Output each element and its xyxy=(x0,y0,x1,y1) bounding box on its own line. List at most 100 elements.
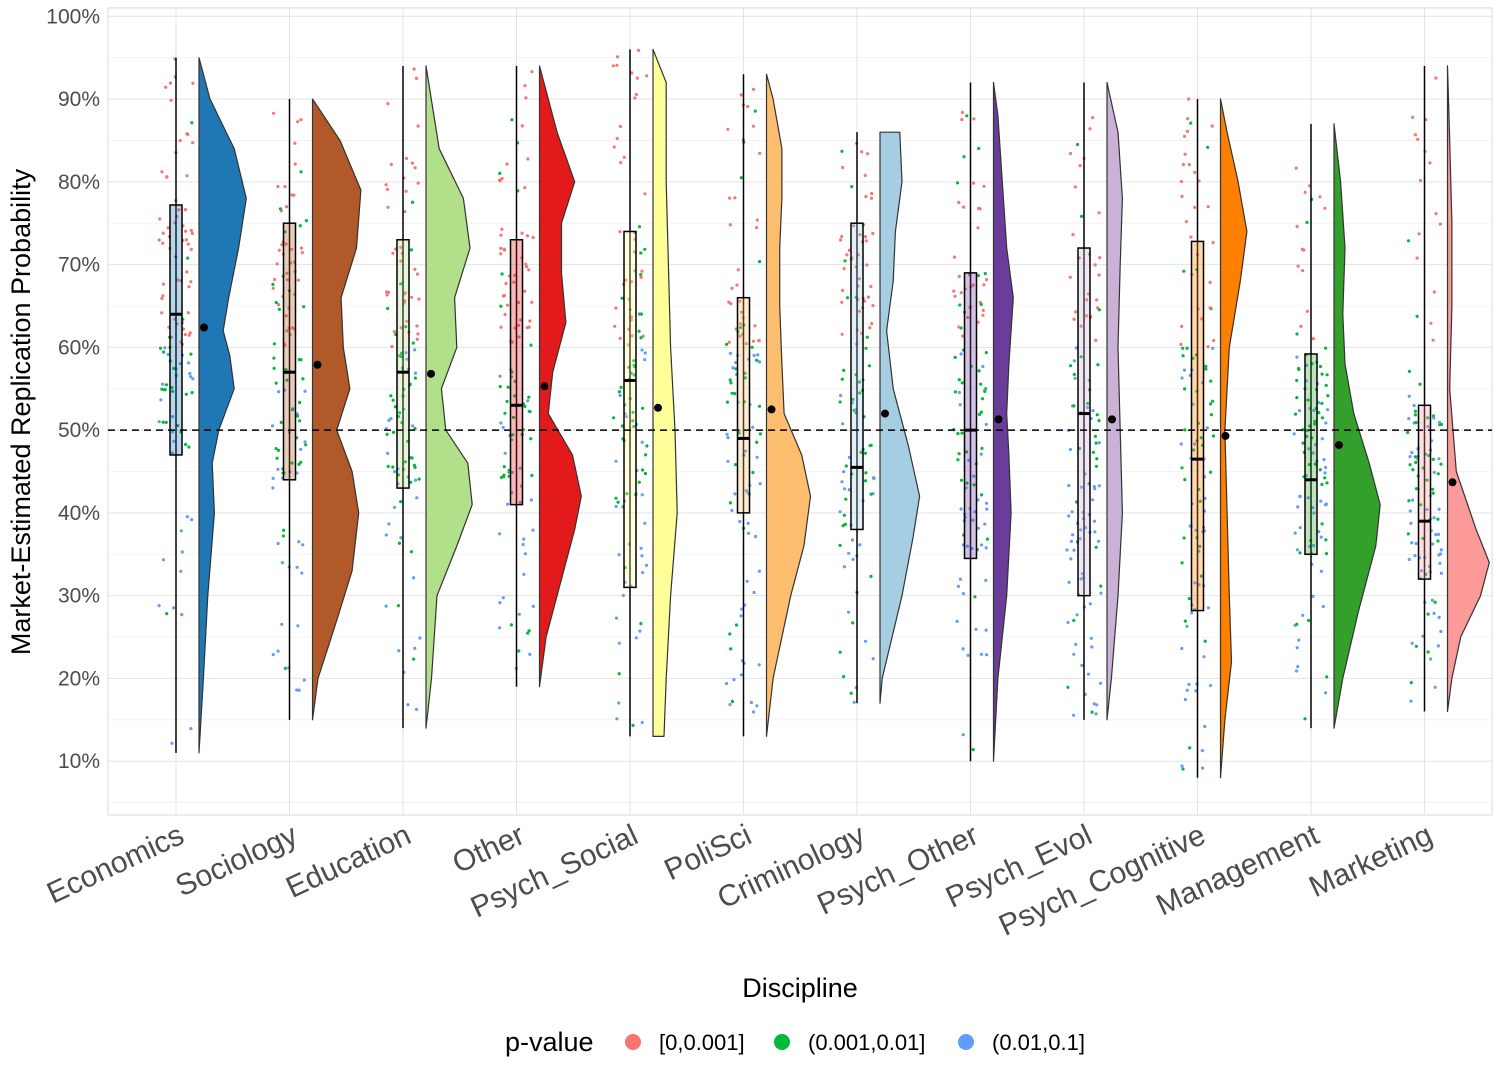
raw-point xyxy=(751,124,756,128)
raw-point xyxy=(1311,451,1315,455)
raw-point xyxy=(755,455,759,459)
raw-point xyxy=(1179,179,1183,184)
raw-point xyxy=(965,481,969,485)
raw-point xyxy=(953,390,958,394)
box xyxy=(850,222,864,531)
raw-point xyxy=(1072,652,1076,656)
raw-point xyxy=(1070,510,1074,514)
raw-point xyxy=(728,351,733,355)
raw-point xyxy=(1295,622,1299,626)
raw-point xyxy=(396,604,400,608)
raw-point xyxy=(1091,116,1095,120)
raw-point xyxy=(1065,548,1069,552)
raw-point xyxy=(1085,298,1089,302)
raw-point xyxy=(527,409,531,413)
raw-point xyxy=(985,278,989,282)
raw-point xyxy=(614,459,618,463)
raw-point xyxy=(1409,521,1413,526)
raw-point xyxy=(1414,541,1418,546)
raw-point xyxy=(844,497,848,501)
raw-point xyxy=(1431,542,1435,546)
raw-point xyxy=(728,703,732,707)
raw-point xyxy=(506,502,510,506)
raw-point xyxy=(524,96,528,100)
raw-point xyxy=(301,543,305,547)
raw-point xyxy=(416,124,420,128)
raw-point xyxy=(1406,239,1411,243)
raw-point xyxy=(1072,618,1076,623)
raw-point xyxy=(643,247,647,251)
density-half-violin xyxy=(992,81,1014,762)
series-education xyxy=(384,65,473,729)
raw-point xyxy=(1431,491,1435,495)
raw-point xyxy=(1295,548,1299,552)
raw-point xyxy=(190,518,194,522)
raw-point xyxy=(399,354,403,359)
raw-point xyxy=(1438,423,1442,427)
raw-point xyxy=(414,707,419,712)
raw-point xyxy=(1189,121,1193,125)
raw-point xyxy=(980,397,985,401)
raw-point xyxy=(1432,470,1436,474)
raw-point xyxy=(384,604,388,608)
raw-point xyxy=(850,185,854,189)
raw-point xyxy=(841,165,845,170)
raw-point xyxy=(631,723,635,728)
raw-point xyxy=(293,141,297,145)
raw-point xyxy=(643,351,647,355)
raw-point xyxy=(753,109,757,113)
raw-point xyxy=(871,304,875,308)
raw-point xyxy=(749,700,754,705)
raw-point xyxy=(1066,685,1070,689)
raw-point xyxy=(186,242,190,246)
raw-point xyxy=(499,325,503,329)
raw-point xyxy=(752,590,756,595)
raw-point xyxy=(618,393,622,397)
raw-point xyxy=(1205,426,1209,430)
raw-point xyxy=(643,358,647,362)
raw-point xyxy=(738,325,743,330)
raw-point xyxy=(416,332,420,336)
raw-point xyxy=(1071,533,1075,537)
raw-point xyxy=(644,563,649,568)
raw-point xyxy=(179,569,183,573)
raw-point xyxy=(842,368,846,372)
raw-point xyxy=(976,226,980,230)
raw-point xyxy=(959,478,964,482)
raw-point xyxy=(415,337,419,341)
raw-point xyxy=(272,366,276,370)
raw-point xyxy=(645,444,649,448)
raw-point xyxy=(965,544,970,548)
raw-point xyxy=(1303,190,1307,194)
raw-point xyxy=(637,480,641,484)
raw-point xyxy=(164,420,168,424)
raw-point xyxy=(517,612,521,616)
raw-point xyxy=(413,348,417,352)
raw-point xyxy=(1199,574,1203,578)
raw-point xyxy=(727,340,731,344)
raw-point xyxy=(387,522,391,526)
raw-point xyxy=(301,377,305,381)
raw-point xyxy=(1407,394,1411,398)
raw-point xyxy=(1080,663,1084,668)
raw-point xyxy=(1320,401,1324,405)
density-half-violin xyxy=(1446,65,1490,713)
raw-point xyxy=(981,313,985,317)
raw-point xyxy=(160,311,164,315)
raw-point xyxy=(1073,185,1077,189)
raw-point xyxy=(523,404,527,408)
raw-point xyxy=(176,278,180,282)
raw-point xyxy=(503,312,507,317)
raw-point xyxy=(615,136,619,141)
density-half-violin xyxy=(1333,123,1381,729)
raw-point xyxy=(1408,455,1412,459)
raw-point xyxy=(1099,591,1103,595)
raw-point xyxy=(643,192,647,196)
raw-point xyxy=(511,415,516,419)
raw-point xyxy=(271,486,275,490)
raw-point xyxy=(980,493,984,497)
raw-point xyxy=(1298,551,1302,555)
raw-point xyxy=(956,458,960,462)
raw-point xyxy=(517,323,521,327)
raw-point xyxy=(1427,453,1431,458)
